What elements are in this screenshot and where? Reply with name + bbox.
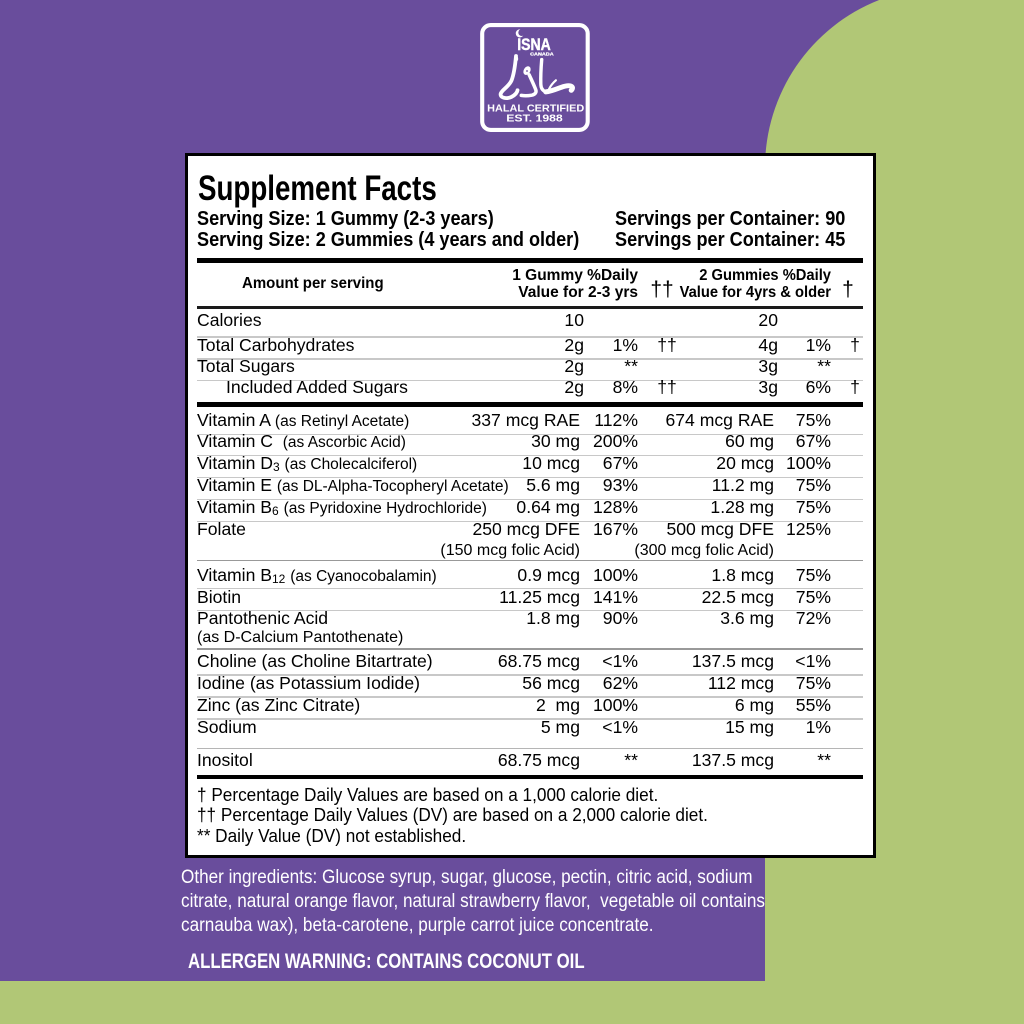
svg-text:ISNA: ISNA	[517, 36, 551, 54]
svg-text:CANADA: CANADA	[530, 52, 554, 58]
svg-text:EST. 1988: EST. 1988	[506, 113, 563, 125]
svg-text:HALAL CERTIFIED: HALAL CERTIFIED	[487, 103, 584, 115]
